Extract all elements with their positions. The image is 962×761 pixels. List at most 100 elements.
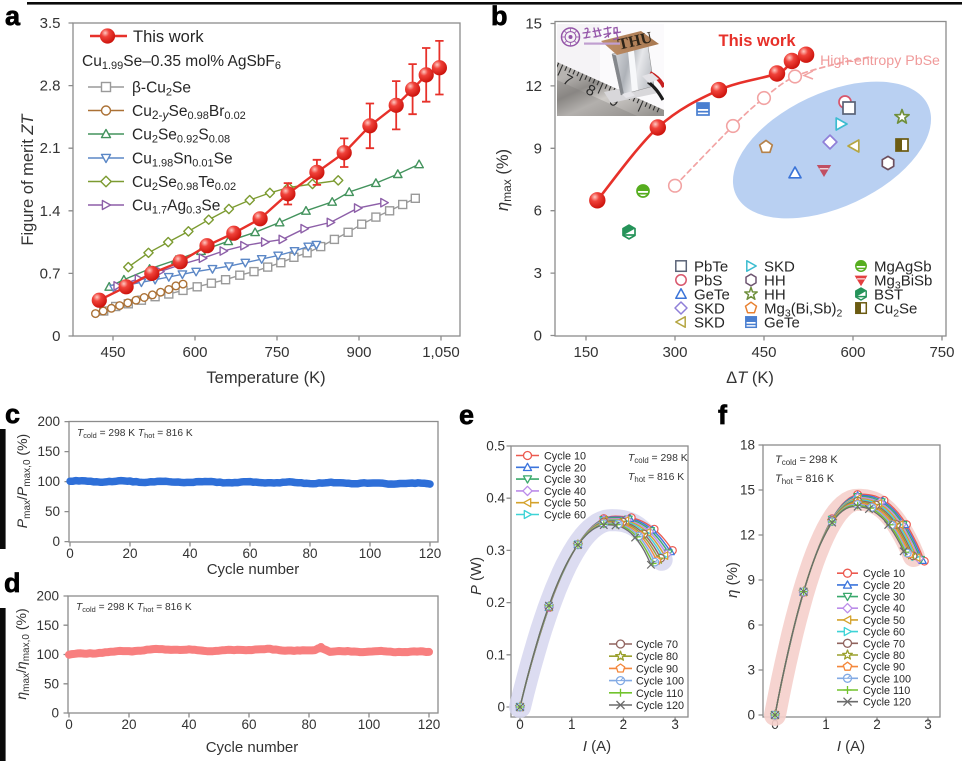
svg-text:Cycle 20: Cycle 20 [863,580,905,592]
svg-text:0: 0 [747,708,755,723]
svg-text:BST: BST [874,287,903,304]
svg-text:Mg3(Bi,Sb)2: Mg3(Bi,Sb)2 [764,301,843,320]
svg-text:This work: This work [133,28,204,46]
svg-text:Cycle 60: Cycle 60 [544,510,586,522]
svg-text:50: 50 [44,676,59,691]
svg-text:Cycle 70: Cycle 70 [636,639,678,651]
svg-text:Cycle 90: Cycle 90 [636,663,678,675]
svg-text:GeTe: GeTe [694,287,730,304]
svg-text:600: 600 [840,344,865,361]
svg-text:0: 0 [497,700,505,715]
svg-text:Tcold = 298 K Thot = 816 K: Tcold = 298 K Thot = 816 K [77,428,193,440]
svg-text:MgAgSb: MgAgSb [874,259,932,276]
svg-text:Cycle 100: Cycle 100 [636,676,684,688]
svg-text:3.5: 3.5 [40,15,61,32]
svg-text:Cu1.98Sn0.01Se: Cu1.98Sn0.01Se [132,151,233,170]
svg-text:Cycle 80: Cycle 80 [863,650,905,662]
svg-text:Cycle 110: Cycle 110 [863,685,910,697]
svg-text:Cu1.7Ag0.3Se: Cu1.7Ag0.3Se [132,198,220,217]
svg-text:15: 15 [525,16,542,33]
svg-text:GeTe: GeTe [764,315,800,332]
svg-text:0: 0 [534,328,542,345]
svg-text:200: 200 [37,414,60,429]
svg-text:Figure of merit ZT: Figure of merit ZT [19,113,37,246]
svg-text:SKD: SKD [694,301,725,318]
svg-text:150: 150 [573,344,598,361]
svg-text:Cu2-ySe0.98Br0.02: Cu2-ySe0.98Br0.02 [132,103,246,122]
svg-text:50: 50 [45,504,60,519]
svg-text:Cycle number: Cycle number [206,739,299,756]
svg-text:ΔT (K): ΔT (K) [726,369,774,387]
svg-text:9: 9 [747,573,755,588]
svg-text:15: 15 [740,483,755,498]
svg-text:80: 80 [302,546,317,561]
svg-text:Cu2Se0.98Te0.02: Cu2Se0.98Te0.02 [132,174,236,193]
svg-text:Cycle 30: Cycle 30 [863,592,905,604]
svg-text:Tcold = 298 K: Tcold = 298 K [628,453,688,465]
svg-text:1: 1 [568,717,576,732]
svg-text:I (A): I (A) [837,738,865,755]
svg-text:SKD: SKD [694,315,725,332]
svg-text:12: 12 [525,78,542,95]
svg-text:Cycle 70: Cycle 70 [863,638,905,650]
svg-text:I (A): I (A) [583,738,611,755]
svg-text:150: 150 [37,444,60,459]
svg-text:Cycle 110: Cycle 110 [636,688,683,700]
svg-text:Cycle 120: Cycle 120 [636,700,684,712]
svg-text:3: 3 [671,717,679,732]
svg-text:6: 6 [534,203,542,220]
svg-text:PbTe: PbTe [694,259,728,276]
svg-text:0: 0 [65,717,73,732]
svg-text:Cycle 80: Cycle 80 [636,651,678,663]
svg-text:1.4: 1.4 [40,203,61,220]
svg-text:0.5: 0.5 [486,439,505,454]
svg-text:Tcold = 298 K Thot = 816 K: Tcold = 298 K Thot = 816 K [76,602,192,614]
svg-text:c: c [5,399,20,429]
svg-text:0.1: 0.1 [486,647,505,662]
svg-text:0: 0 [516,717,524,732]
svg-text:6: 6 [747,618,755,633]
svg-text:High-entropy PbSe: High-entropy PbSe [820,53,940,69]
svg-text:1,050: 1,050 [422,344,460,361]
svg-text:40: 40 [182,546,197,561]
svg-text:Mg3BiSb: Mg3BiSb [874,273,932,292]
svg-text:2.8: 2.8 [40,78,61,95]
svg-text:Cycle 20: Cycle 20 [544,462,586,474]
svg-text:a: a [5,1,21,31]
svg-text:0: 0 [51,706,59,721]
svg-text:0.3: 0.3 [486,543,505,558]
svg-text:2.1: 2.1 [40,140,61,157]
svg-text:450: 450 [751,344,776,361]
svg-text:300: 300 [662,344,687,361]
svg-text:80: 80 [301,717,316,732]
svg-text:Cycle 90: Cycle 90 [863,662,905,674]
svg-text:18: 18 [740,438,755,453]
svg-text:Cu2Se0.92S0.08: Cu2Se0.92S0.08 [132,127,230,146]
svg-text:Cycle 60: Cycle 60 [863,627,905,639]
svg-text:Temperature (K): Temperature (K) [206,369,325,387]
svg-text:0.2: 0.2 [486,595,505,610]
svg-text:PbS: PbS [694,273,722,290]
svg-text:750: 750 [929,344,954,361]
svg-text:P (W): P (W) [468,557,485,595]
svg-text:Cu1.99Se–0.35 mol% AgSbF6: Cu1.99Se–0.35 mol% AgSbF6 [82,53,281,72]
svg-text:20: 20 [121,717,136,732]
svg-text:HH: HH [764,273,786,290]
svg-text:100: 100 [359,546,382,561]
svg-text:Cycle 30: Cycle 30 [544,474,586,486]
svg-text:3: 3 [924,717,932,732]
svg-text:Thot = 816 K: Thot = 816 K [775,473,835,486]
svg-text:Cycle number: Cycle number [207,561,300,578]
svg-text:0: 0 [66,546,74,561]
svg-text:Cycle 50: Cycle 50 [544,498,586,510]
svg-text:0.4: 0.4 [486,491,505,506]
svg-text:HH: HH [764,287,786,304]
svg-text:0: 0 [52,534,60,549]
svg-text:60: 60 [242,546,257,561]
svg-text:2: 2 [873,717,881,732]
svg-text:100: 100 [358,717,381,732]
svg-text:12: 12 [740,528,755,543]
svg-text:750: 750 [264,344,289,361]
svg-text:e: e [459,400,474,430]
svg-text:450: 450 [100,344,125,361]
